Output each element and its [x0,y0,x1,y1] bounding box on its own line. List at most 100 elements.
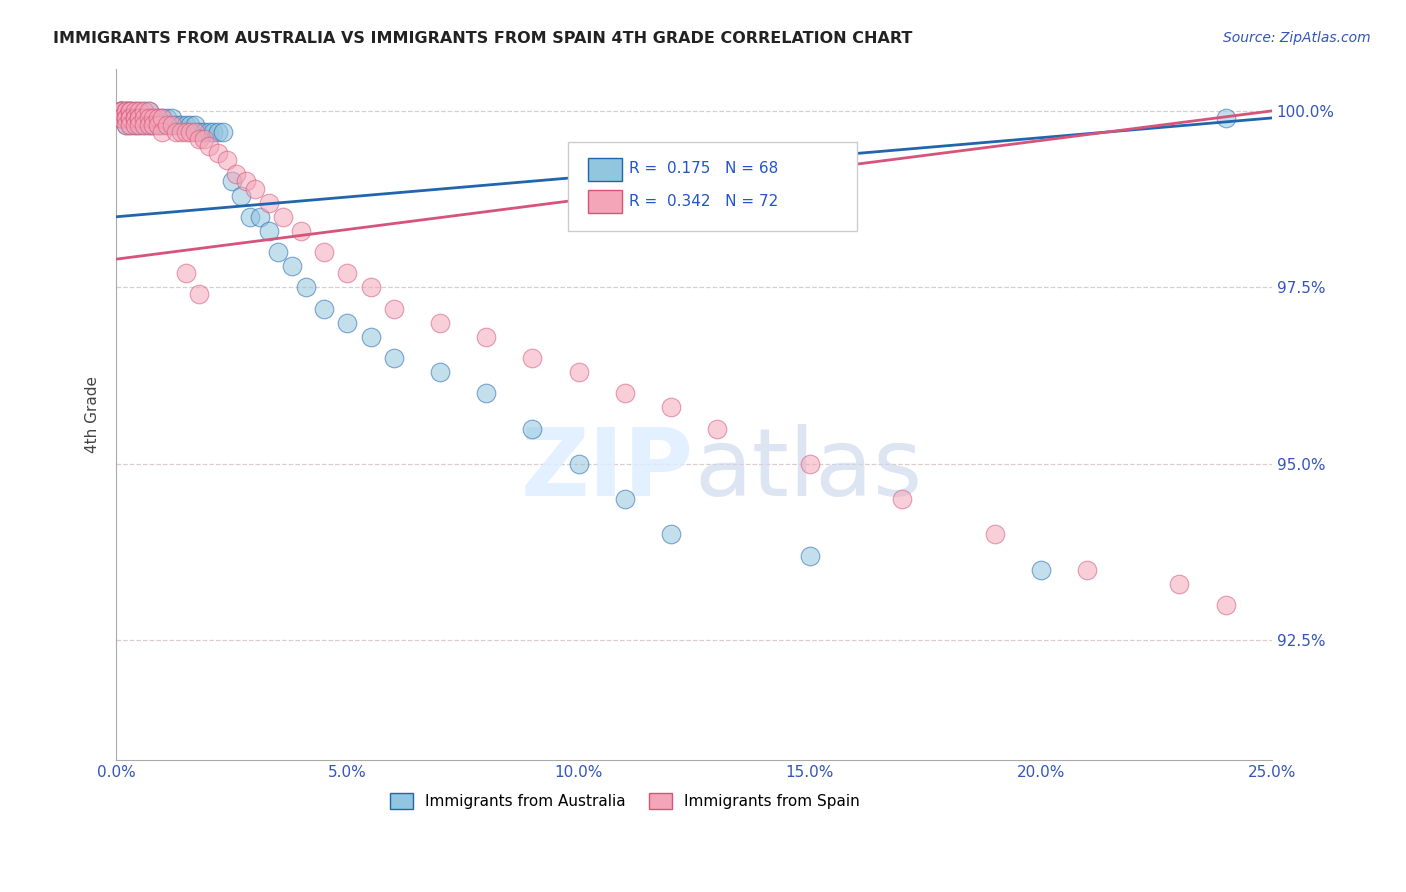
Point [114,111,136,125]
Point [336,266,359,280]
Point [891,492,914,507]
Point [120,103,142,118]
Point [174,266,197,280]
Point [132,111,155,125]
Point [257,195,280,210]
Point [659,527,682,541]
Point [138,118,160,132]
Point [114,103,136,118]
Point [429,316,451,330]
Point [128,111,150,125]
Point [799,457,821,471]
Point [138,118,160,132]
Point [613,386,636,401]
Point [124,111,146,125]
Point [217,153,239,168]
Point [184,118,207,132]
Point [120,118,142,132]
Point [120,111,142,125]
Point [243,181,266,195]
Point [142,118,165,132]
Point [221,174,243,188]
Point [207,146,229,161]
Point [1215,598,1237,612]
Point [382,351,405,365]
Point [188,125,211,139]
Point [128,111,150,125]
Point [114,111,136,125]
Point [128,111,150,125]
Point [114,111,136,125]
Point [475,386,498,401]
Point [522,421,544,435]
Point [290,224,312,238]
Point [128,103,150,118]
Point [110,111,132,125]
Point [235,174,257,188]
Point [120,111,142,125]
Point [120,103,142,118]
Point [202,125,225,139]
Point [128,118,150,132]
Point [314,245,336,260]
Point [1168,577,1191,591]
Point [197,139,219,153]
Text: atlas: atlas [695,424,922,516]
Point [613,492,636,507]
Point [1076,563,1098,577]
Point [193,125,215,139]
Point [188,287,211,301]
Point [193,132,215,146]
Point [225,168,247,182]
Point [124,111,146,125]
Point [170,118,193,132]
Point [567,365,589,379]
Text: Source: ZipAtlas.com: Source: ZipAtlas.com [1223,31,1371,45]
Point [165,125,187,139]
Point [152,125,174,139]
Point [475,330,498,344]
Point [271,210,294,224]
Point [114,118,136,132]
Point [156,111,179,125]
Point [128,103,150,118]
Point [110,103,132,118]
Point [110,103,132,118]
Point [314,301,336,316]
Point [522,351,544,365]
Point [429,365,451,379]
Point [179,118,201,132]
Point [124,103,146,118]
Point [160,111,183,125]
Point [114,103,136,118]
Point [207,125,229,139]
Point [184,125,207,139]
Point [132,111,155,125]
Point [132,103,155,118]
Point [152,111,174,125]
Point [294,280,316,294]
Point [114,103,136,118]
Text: IMMIGRANTS FROM AUSTRALIA VS IMMIGRANTS FROM SPAIN 4TH GRADE CORRELATION CHART: IMMIGRANTS FROM AUSTRALIA VS IMMIGRANTS … [53,31,912,46]
Point [267,245,290,260]
Legend: Immigrants from Australia, Immigrants from Spain: Immigrants from Australia, Immigrants fr… [384,787,866,815]
Point [120,118,142,132]
Text: ZIP: ZIP [522,424,695,516]
Point [146,111,169,125]
Point [128,111,150,125]
Point [138,103,160,118]
Point [659,401,682,415]
Point [257,224,280,238]
Point [110,103,132,118]
Point [179,125,201,139]
Point [114,111,136,125]
Point [132,118,155,132]
Point [165,118,187,132]
Point [1215,111,1237,125]
Text: R =  0.342   N = 72: R = 0.342 N = 72 [628,194,778,209]
Point [170,125,193,139]
Point [120,103,142,118]
Point [110,103,132,118]
Point [146,111,169,125]
Point [110,103,132,118]
